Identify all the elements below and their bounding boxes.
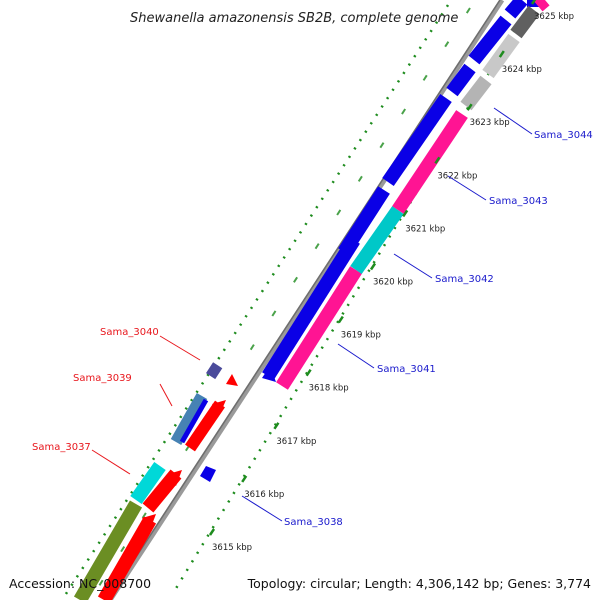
gc-skew-ticks bbox=[89, 7, 471, 600]
scale-tick-mark bbox=[369, 262, 377, 271]
gene-sama-3041-rrna bbox=[276, 266, 362, 390]
forward-strand-track bbox=[262, 0, 542, 382]
scale-tick-label: 3624 kbp bbox=[502, 65, 542, 75]
scale-ticks: 3615 kbp 3616 kbp 3617 kbp 3618 kbp 3619 kbp… bbox=[208, 0, 574, 553]
gene-sama-3040-box bbox=[205, 362, 223, 380]
reverse-strand-track bbox=[73, 362, 238, 600]
scale-tick-mark bbox=[498, 50, 505, 58]
gene-red-lower-arrow bbox=[142, 514, 156, 530]
gene-sama-3039-red bbox=[185, 400, 225, 452]
callout-sama-3042 bbox=[393, 253, 433, 279]
gene-red-lower bbox=[97, 516, 157, 600]
label-sama-3037: Sama_3037 bbox=[32, 442, 91, 453]
callout-sama-3037 bbox=[91, 449, 131, 475]
scale-tick-label: 3617 kbp bbox=[276, 437, 316, 447]
scale-tick-mark bbox=[241, 475, 248, 483]
label-sama-3038: Sama_3038 bbox=[284, 517, 343, 528]
gene-forward-block-4 bbox=[468, 15, 512, 65]
callout-sama-3038 bbox=[241, 495, 283, 522]
label-sama-3043: Sama_3043 bbox=[489, 196, 548, 207]
callout-sama-3039 bbox=[159, 383, 173, 407]
genome-backbone bbox=[107, 0, 505, 600]
accession-label: Accession: NC_008700 bbox=[9, 576, 151, 591]
gene-sama-3039-blue bbox=[179, 398, 209, 444]
label-sama-3039: Sama_3039 bbox=[73, 373, 132, 384]
scale-tick-mark bbox=[305, 369, 312, 377]
gene-sama-3042-feature bbox=[350, 205, 404, 275]
label-sama-3040: Sama_3040 bbox=[100, 327, 159, 338]
label-sama-3044: Sama_3044 bbox=[534, 130, 593, 141]
scale-tick-mark bbox=[273, 422, 280, 430]
scale-tick-mark bbox=[208, 528, 216, 536]
scale-tick-label: 3619 kbp bbox=[341, 331, 381, 341]
scale-tick-label: 3618 kbp bbox=[309, 384, 349, 394]
callout-sama-3043 bbox=[447, 175, 487, 201]
gene-olive-feature bbox=[73, 500, 143, 600]
gene-sama-3041-arrow bbox=[262, 366, 276, 382]
scale-tick-label: 3615 kbp bbox=[212, 543, 252, 553]
scale-tick-label: 3622 kbp bbox=[437, 171, 477, 181]
callout-sama-3044 bbox=[493, 107, 533, 135]
forward-rna-track bbox=[276, 0, 550, 390]
scale-tick-label: 3625 kbp bbox=[534, 12, 574, 22]
genome-summary: Topology: circular; Length: 4,306,142 bp… bbox=[247, 576, 591, 591]
gene-sama-3037-cyan bbox=[130, 461, 166, 505]
scale-tick-label: 3620 kbp bbox=[373, 278, 413, 288]
gene-sama-3040-arrow bbox=[226, 374, 238, 386]
gene-sama-3039-cds bbox=[170, 393, 208, 445]
scale-tick-mark bbox=[402, 209, 409, 218]
callout-sama-3041 bbox=[337, 343, 375, 369]
scale-tick-mark bbox=[530, 0, 537, 5]
gene-sama-3037-red bbox=[142, 469, 182, 513]
label-sama-3041: Sama_3041 bbox=[377, 364, 436, 375]
scale-tick-mark bbox=[466, 103, 473, 111]
gene-forward-block-1 bbox=[338, 186, 390, 256]
callout-lines bbox=[91, 107, 533, 522]
callout-sama-3040 bbox=[159, 335, 201, 361]
gene-sama-3041-cds bbox=[262, 236, 360, 380]
scale-tick-mark bbox=[337, 315, 344, 324]
scale-tick-label: 3621 kbp bbox=[405, 224, 445, 234]
gene-dark-gray-feature bbox=[510, 5, 540, 39]
gene-forward-block-2 bbox=[382, 94, 452, 186]
gc-track-outer bbox=[60, 4, 450, 600]
gene-forward-block-3 bbox=[446, 63, 476, 97]
scale-tick-label: 3616 kbp bbox=[244, 490, 284, 500]
map-title: Shewanella amazonensis SB2B, complete ge… bbox=[130, 11, 458, 26]
gene-sama-3039-red-arrow bbox=[212, 400, 226, 414]
gene-sama-3038-arrow bbox=[200, 466, 216, 482]
gene-sama-3044-feature bbox=[460, 75, 492, 111]
label-sama-3042: Sama_3042 bbox=[435, 274, 494, 285]
scale-tick-mark bbox=[434, 156, 441, 164]
gene-pink-top bbox=[533, 0, 550, 12]
gene-forward-block-5 bbox=[504, 0, 528, 19]
gene-sama-3043-rrna bbox=[392, 110, 468, 214]
gene-sama-3037-red-arrow bbox=[168, 470, 182, 486]
genome-backbone-shade bbox=[107, 0, 501, 600]
scale-tick-label: 3623 kbp bbox=[470, 118, 510, 128]
